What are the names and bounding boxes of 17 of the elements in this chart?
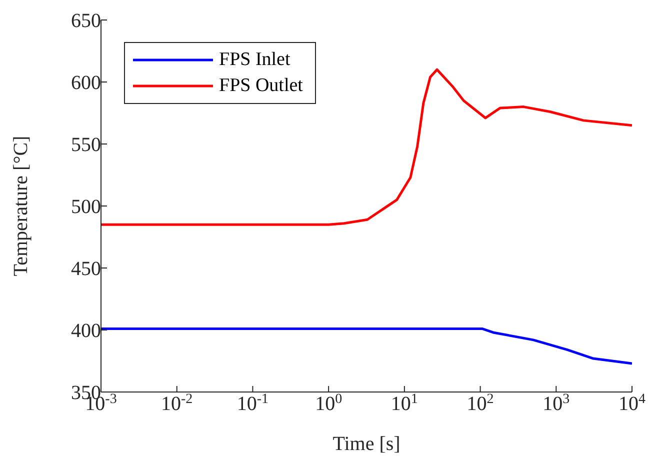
y-tick-label: 550	[71, 134, 101, 156]
x-tick-label: 10$^{1}$	[390, 392, 418, 415]
x-tick-label: 10$^{0}$	[315, 392, 342, 415]
y-tick-label: 650	[71, 10, 101, 32]
x-tick-label: 10$^{-1}$	[236, 392, 269, 415]
y-axis-title: Temperature [°C]	[10, 136, 32, 276]
x-tick-label: 10$^{3}$	[542, 392, 570, 415]
x-tick-label: 10$^{2}$	[466, 392, 494, 415]
y-tick-label: 600	[71, 72, 101, 94]
x-tick-label: 10$^{-2}$	[161, 392, 193, 415]
x-axis-title: Time [s]	[332, 433, 400, 455]
y-tick-label: 400	[71, 320, 101, 342]
x-tick-label: 10$^{4}$	[618, 392, 646, 415]
legend-label: FPS Inlet	[219, 48, 290, 72]
y-tick-label: 450	[71, 258, 101, 280]
y-tick-label: 500	[71, 196, 101, 218]
legend-label: FPS Outlet	[219, 74, 303, 98]
